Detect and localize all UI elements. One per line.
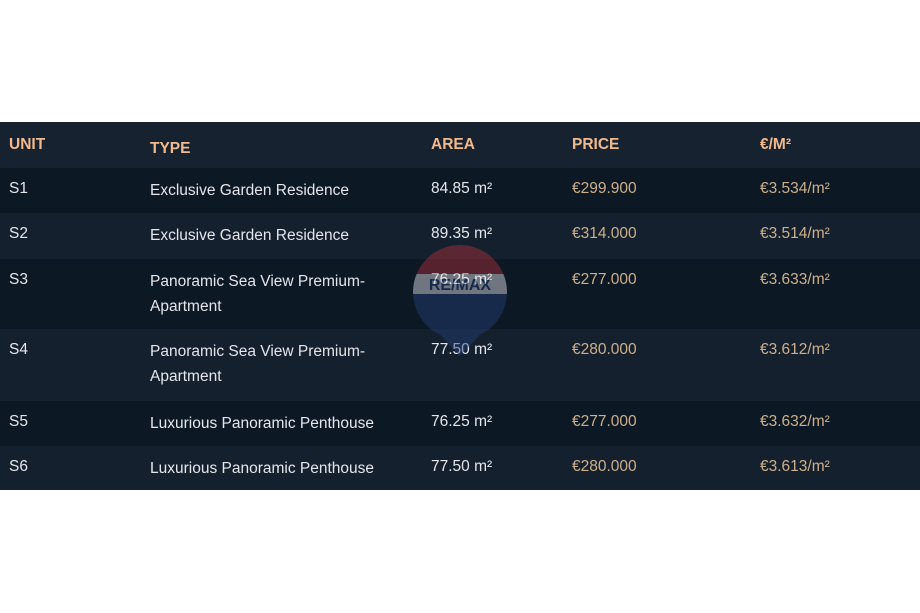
cell-type: Luxurious Panoramic Penthouse [150,415,375,432]
cell-price-per-m2: €3.632/m² [760,413,830,430]
cell-price: €314.000 [572,225,637,242]
table-header: UNIT TYPE AREA PRICE €/M² [0,122,920,168]
cell-price: €299.900 [572,180,637,197]
cell-price-per-m2: €3.534/m² [760,180,830,197]
cell-area: 76.25 m² [431,413,493,430]
header-price: PRICE [572,136,620,153]
table-row: S6 Luxurious Panoramic Penthouse 77.50 m… [0,446,920,490]
cell-area: 77.50 m² [431,341,493,358]
header-unit: UNIT [9,136,46,153]
cell-unit: S6 [9,458,28,475]
cell-area: 84.85 m² [431,180,493,197]
header-area: AREA [431,136,475,153]
cell-area: 76.25 m² [431,271,493,288]
cell-area: 89.35 m² [431,225,493,242]
table-row: S5 Luxurious Panoramic Penthouse 76.25 m… [0,401,920,446]
table-row: S4 Panoramic Sea View Premium-Apartment … [0,329,920,401]
cell-area: 77.50 m² [431,458,493,475]
cell-price-per-m2: €3.612/m² [760,341,830,358]
cell-price: €280.000 [572,341,637,358]
header-price-per-m2: €/M² [760,136,791,153]
cell-unit: S4 [9,341,28,358]
cell-unit: S2 [9,225,28,242]
table-row: S1 Exclusive Garden Residence 84.85 m² €… [0,168,920,213]
units-table: UNIT TYPE AREA PRICE €/M² S1 Exclusive G… [0,122,920,490]
cell-unit: S3 [9,271,28,288]
table-row: S3 Panoramic Sea View Premium-Apartment … [0,259,920,329]
cell-price-per-m2: €3.633/m² [760,271,830,288]
cell-unit: S1 [9,180,28,197]
cell-price-per-m2: €3.613/m² [760,458,830,475]
cell-type: Panoramic Sea View Premium-Apartment [150,343,366,385]
header-type: TYPE [150,140,191,157]
cell-type: Panoramic Sea View Premium-Apartment [150,273,366,315]
table-row: S2 Exclusive Garden Residence 89.35 m² €… [0,213,920,259]
cell-type: Exclusive Garden Residence [150,182,350,199]
cell-price: €277.000 [572,413,637,430]
cell-type: Exclusive Garden Residence [150,227,350,244]
cell-price-per-m2: €3.514/m² [760,225,830,242]
cell-price: €280.000 [572,458,637,475]
cell-unit: S5 [9,413,28,430]
cell-price: €277.000 [572,271,637,288]
cell-type: Luxurious Panoramic Penthouse [150,460,375,477]
